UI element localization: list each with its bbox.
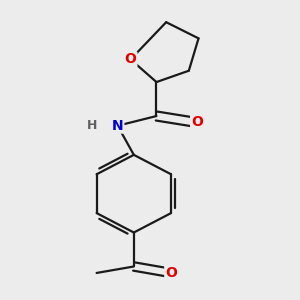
Text: H: H xyxy=(87,119,97,132)
Text: O: O xyxy=(124,52,136,66)
Text: O: O xyxy=(191,116,203,130)
Text: O: O xyxy=(165,266,177,280)
Text: N: N xyxy=(112,119,124,133)
